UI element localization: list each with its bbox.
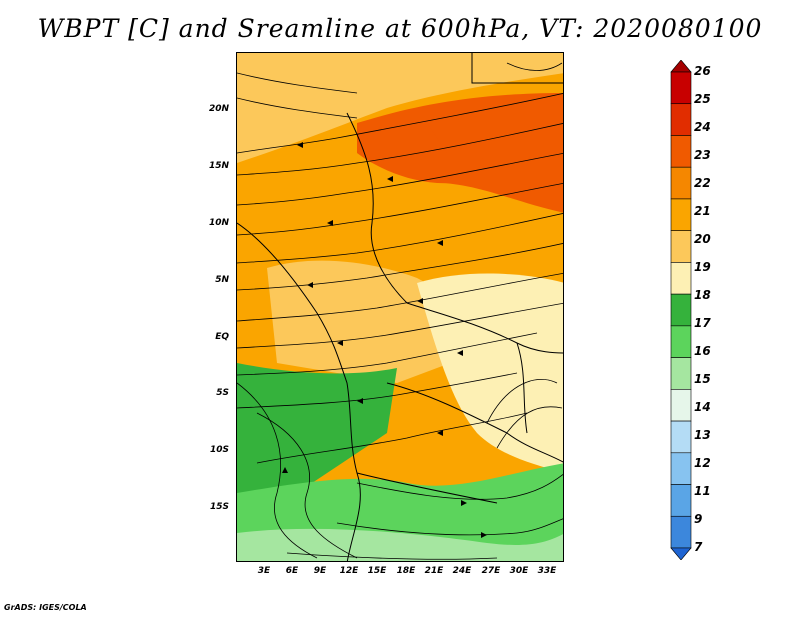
region-north-light: [237, 53, 563, 163]
colorbar-segment: [670, 166, 692, 200]
credit-text: GrADS: IGES/COLA: [4, 603, 87, 612]
lat-label-20n: 20N: [208, 104, 229, 114]
lat-label-10s: 10S: [209, 445, 229, 455]
streamlines: [237, 62, 563, 560]
colorbar-segment: [670, 484, 692, 517]
colorbar-segment: [670, 230, 692, 263]
lon-label-24e: 24E: [452, 566, 472, 576]
colorbar-label: 12: [694, 456, 711, 470]
colorbar-label: 17: [694, 316, 711, 330]
lon-label-27e: 27E: [481, 566, 501, 576]
lon-label-12e: 12E: [339, 566, 359, 576]
lon-label-21e: 21E: [424, 566, 444, 576]
lon-label-9e: 9E: [313, 566, 327, 576]
map-panel: [236, 52, 564, 562]
streamline-arrows: [282, 142, 487, 538]
colorbar-label: 22: [694, 176, 711, 190]
colorbar-segment: [670, 515, 692, 549]
lat-label-15n: 15N: [208, 161, 229, 171]
colorbar-label: 24: [694, 120, 711, 134]
colorbar-label: 26: [694, 64, 711, 78]
lon-label-3e: 3E: [257, 566, 271, 576]
colorbar-segment: [670, 71, 692, 105]
colorbar-label: 14: [694, 400, 711, 414]
colorbar-segment: [670, 135, 692, 168]
lon-label-15e: 15E: [367, 566, 387, 576]
country-borders: [237, 53, 563, 561]
colorbar-arrow-top: [670, 60, 692, 73]
colorbar-segment: [670, 420, 692, 454]
region-south-west: [237, 363, 397, 503]
colorbar-label: 11: [694, 484, 711, 498]
colorbar-segment: [670, 262, 692, 295]
colorbar-label: 16: [694, 344, 711, 358]
wbpt-map: [237, 53, 563, 561]
lat-label-15s: 15S: [209, 502, 229, 512]
colorbar-label: 20: [694, 232, 711, 246]
colorbar-segment: [670, 389, 692, 422]
lat-label-10n: 10N: [208, 218, 229, 228]
colorbar-label: 13: [694, 428, 711, 442]
lon-label-6e: 6E: [285, 566, 299, 576]
lat-label-5n: 5N: [215, 275, 229, 285]
lon-label-33e: 33E: [537, 566, 557, 576]
colorbar-segment: [670, 325, 692, 358]
region-far-south: [237, 528, 563, 561]
page-title: WBPT [C] and Sreamline at 600hPa, VT: 20…: [37, 14, 763, 43]
colorbar-label: 9: [694, 512, 703, 526]
colorbar-label: 21: [694, 204, 711, 218]
colorbar-segment: [670, 103, 692, 136]
colorbar-segment: [670, 452, 692, 485]
colorbar-segment: [670, 357, 692, 390]
lon-label-18e: 18E: [396, 566, 416, 576]
region-northeast-core: [427, 110, 563, 173]
lat-label-5s: 5S: [216, 388, 229, 398]
colorbar-label: 19: [694, 260, 711, 274]
colorbar-label: 23: [694, 148, 711, 162]
lon-label-30e: 30E: [509, 566, 529, 576]
colorbar-label: 25: [694, 92, 711, 106]
colorbar-segment: [670, 198, 692, 231]
lat-label-eq: EQ: [215, 332, 229, 342]
colorbar-arrow-bottom: [670, 547, 692, 560]
colorbar-label: 7: [694, 540, 703, 554]
colorbar-segment: [670, 293, 692, 327]
colorbar-label: 18: [694, 288, 711, 302]
colorbar: [670, 60, 692, 560]
colorbar-label: 15: [694, 372, 711, 386]
